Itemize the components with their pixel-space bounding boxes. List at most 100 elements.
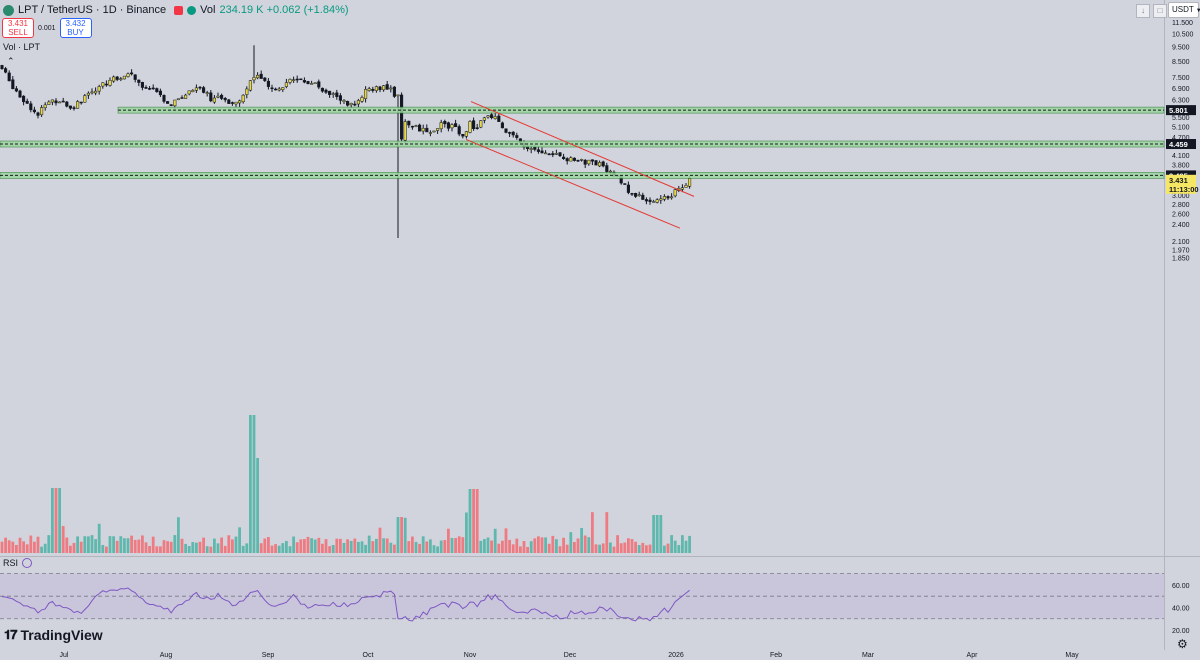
symbol-title[interactable]: LPT / TetherUS · 1D · Binance	[18, 4, 167, 16]
volume-bar	[382, 538, 385, 553]
y-tick-label: 4.100	[1172, 153, 1190, 160]
candle-down	[104, 83, 108, 86]
tradingview-logo: 𝟏𝟕 TradingView	[4, 627, 103, 643]
volume-bar	[97, 523, 101, 553]
volume-bar	[598, 544, 601, 553]
candle-down	[158, 90, 162, 96]
rsi-pane	[0, 556, 1164, 650]
candle-up	[360, 97, 364, 102]
volume-bar	[256, 458, 259, 553]
volume-bar	[551, 535, 555, 553]
channel-upper-line	[470, 101, 695, 197]
collapse-chevron-icon[interactable]: ⌃	[7, 56, 15, 66]
volume-bar	[594, 544, 598, 553]
candle-up	[191, 90, 195, 93]
rsi-legend[interactable]: RSI	[3, 558, 33, 568]
candle-up	[40, 107, 44, 116]
volume-bar	[177, 517, 180, 553]
candle-down	[61, 100, 65, 103]
volume-bar	[11, 541, 15, 553]
candle-up	[119, 78, 123, 80]
candle-down	[511, 131, 515, 136]
volume-bar	[562, 537, 565, 553]
candle-up	[212, 97, 216, 103]
volume-bar	[432, 545, 436, 553]
candle-up	[659, 198, 663, 201]
volume-bar	[367, 535, 371, 553]
rsi-label: RSI	[3, 558, 19, 568]
y-tick-label: 2.600	[1172, 212, 1190, 219]
volume-bar	[461, 537, 465, 553]
candle-down	[274, 88, 278, 91]
candle-up	[680, 187, 684, 190]
y-tick-label: 1.970	[1172, 247, 1190, 254]
candle-up	[101, 82, 105, 87]
sell-price: 3.431	[7, 19, 29, 28]
candle-down	[562, 156, 566, 159]
volume-bar	[115, 540, 119, 553]
volume-bar	[126, 538, 130, 553]
sell-button[interactable]: 3.431 SELL	[2, 18, 34, 38]
volume-bar	[418, 543, 421, 553]
volume-indicator-label[interactable]: Vol · LPT	[3, 42, 41, 52]
gear-icon[interactable]: ⚙	[1177, 637, 1188, 651]
candle-down	[425, 127, 429, 133]
volume-bar	[335, 538, 339, 553]
maximize-icon[interactable]: □	[1153, 4, 1167, 18]
candle-up	[389, 87, 393, 90]
volume-bar	[331, 544, 335, 553]
volume-bar	[360, 541, 364, 553]
candle-up	[184, 94, 188, 99]
order-buttons: 3.431 SELL 0.001 3.432 BUY	[2, 18, 92, 38]
candle-down	[18, 90, 22, 98]
chart-header: LPT / TetherUS · 1D · Binance Vol 234.19…	[0, 0, 353, 20]
volume-bar	[655, 515, 659, 553]
volume-bar	[504, 528, 508, 553]
candle-down	[500, 122, 504, 129]
candle-down	[594, 160, 598, 166]
volume-bar	[605, 512, 609, 553]
candle-down	[547, 153, 551, 156]
brand-name: TradingView	[20, 627, 103, 643]
candle-up	[544, 152, 548, 155]
buy-button[interactable]: 3.432 BUY	[59, 18, 92, 38]
candle-up	[122, 75, 126, 80]
currency-selector[interactable]: USDT ▼	[1168, 2, 1200, 18]
volume-bar	[659, 515, 663, 553]
rsi-settings-icon[interactable]	[22, 558, 33, 568]
candle-down	[666, 196, 670, 199]
visibility-icon[interactable]	[187, 5, 197, 15]
volume-bar	[501, 540, 504, 553]
volume-bar	[490, 540, 493, 553]
volume-bar	[76, 536, 79, 553]
candle-down	[299, 78, 303, 81]
candle-down	[400, 94, 404, 140]
volume-bar	[447, 528, 450, 553]
candle-down	[324, 89, 328, 93]
volume-bar	[184, 543, 187, 553]
volume-bar	[565, 544, 569, 553]
candle-down	[630, 193, 634, 195]
x-tick-label: Jul	[60, 652, 69, 659]
volume-bar	[263, 538, 267, 553]
candle-down	[490, 114, 494, 118]
candle-down	[590, 159, 594, 162]
candle-up	[580, 159, 584, 161]
candle-down	[230, 102, 234, 104]
volume-bar	[231, 539, 234, 553]
candle-up	[310, 83, 314, 85]
volume-bar	[555, 539, 558, 553]
volume-bar	[324, 539, 328, 553]
candle-down	[115, 76, 119, 80]
volume-bar	[285, 540, 288, 553]
candle-down	[198, 86, 202, 89]
volume-bar	[79, 541, 83, 553]
scroll-down-icon[interactable]: ↓	[1136, 4, 1150, 18]
volume-bar	[411, 536, 414, 553]
candle-up	[403, 121, 407, 141]
volume-bar	[483, 539, 486, 553]
y-tick-label: 5.500	[1172, 115, 1190, 122]
volume-bar	[468, 489, 472, 553]
y-tick-label: 1.850	[1172, 255, 1190, 262]
